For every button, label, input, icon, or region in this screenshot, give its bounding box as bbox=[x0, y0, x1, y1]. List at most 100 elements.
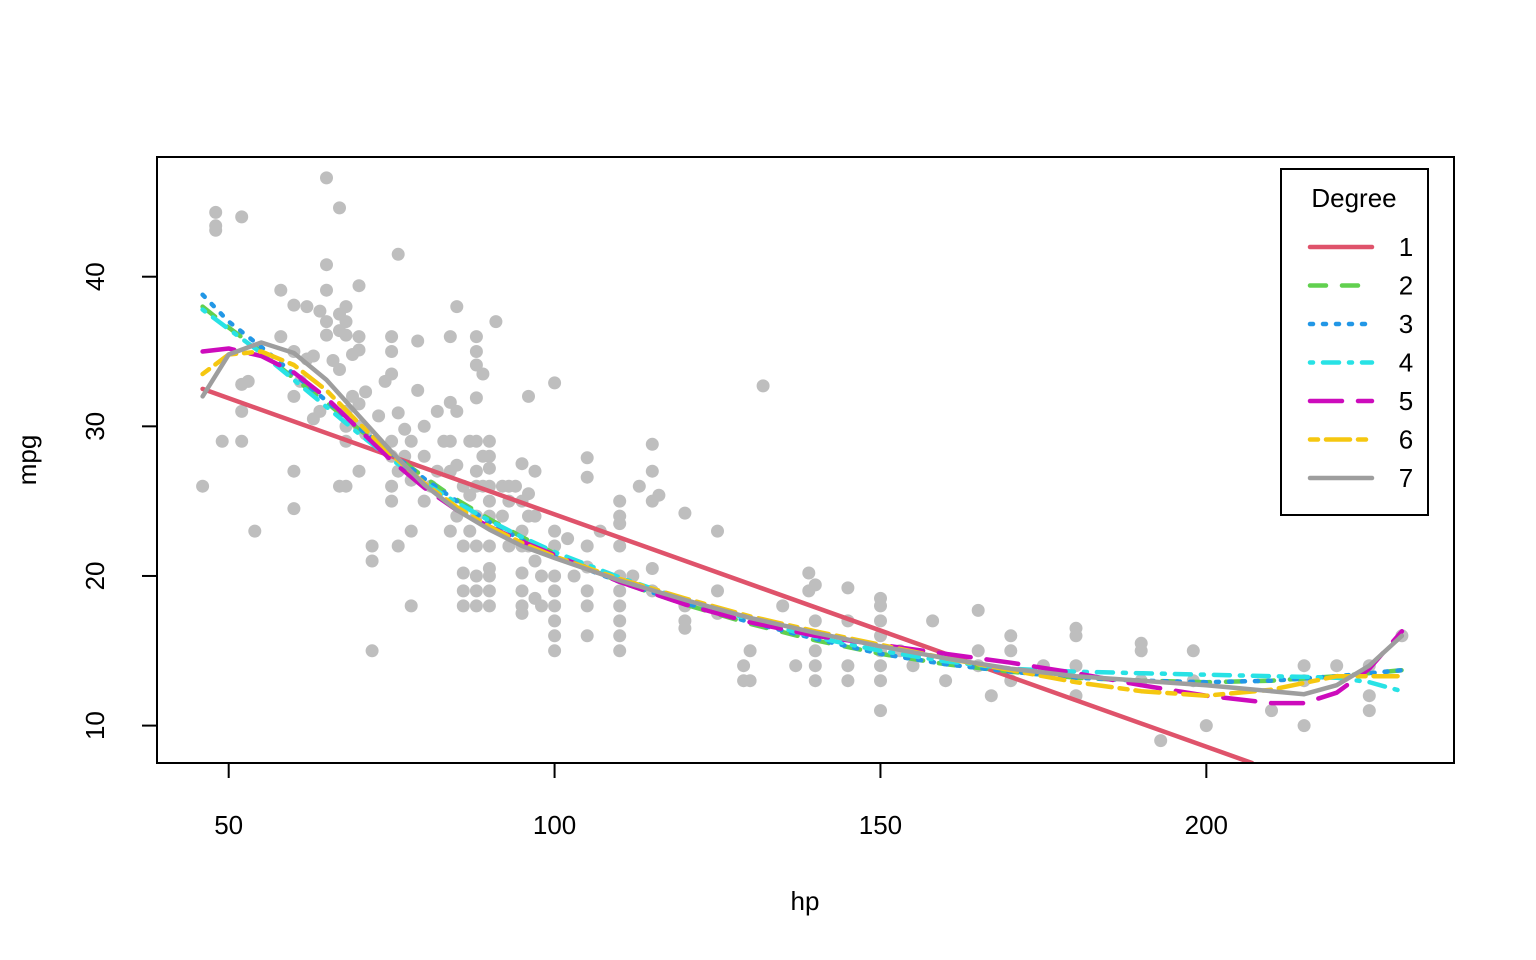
data-point bbox=[808, 674, 822, 688]
fit-curve-degree-5 bbox=[200, 346, 1405, 706]
x-axis: 50 100 150 200 bbox=[214, 762, 1228, 840]
data-point bbox=[469, 358, 483, 372]
legend-label: 5 bbox=[1399, 386, 1413, 416]
data-point bbox=[711, 584, 724, 598]
data-point bbox=[509, 479, 522, 493]
data-point bbox=[841, 659, 855, 673]
data-point bbox=[711, 524, 724, 538]
data-point bbox=[469, 464, 483, 478]
data-point bbox=[737, 659, 751, 673]
data-point bbox=[274, 283, 288, 297]
data-point bbox=[411, 383, 425, 397]
data-point bbox=[209, 219, 223, 233]
data-point bbox=[548, 629, 562, 643]
data-point bbox=[463, 524, 477, 538]
legend-entry-3: 3 bbox=[1307, 309, 1413, 339]
data-point bbox=[580, 584, 594, 598]
data-point bbox=[463, 488, 477, 502]
data-point bbox=[1199, 719, 1213, 733]
data-point bbox=[417, 449, 431, 463]
data-point bbox=[300, 300, 314, 314]
data-point bbox=[971, 644, 985, 658]
data-point bbox=[482, 461, 496, 475]
data-point bbox=[320, 171, 333, 185]
data-point bbox=[469, 391, 483, 405]
data-point bbox=[391, 247, 405, 261]
data-point bbox=[535, 599, 548, 613]
x-tick-label: 150 bbox=[859, 810, 902, 840]
fit-curve-degree-3 bbox=[200, 292, 1405, 685]
data-point bbox=[333, 363, 346, 376]
data-point bbox=[1297, 659, 1311, 673]
data-point bbox=[320, 258, 333, 272]
data-point bbox=[391, 406, 405, 420]
data-point bbox=[874, 704, 887, 718]
data-point bbox=[489, 315, 503, 329]
legend: Degree 1 2 3 4 5 6 7 bbox=[1280, 168, 1429, 516]
data-point bbox=[320, 283, 333, 297]
data-point bbox=[287, 464, 301, 478]
data-point bbox=[352, 330, 366, 344]
data-point bbox=[1069, 629, 1083, 643]
data-point bbox=[1069, 659, 1083, 673]
data-point bbox=[320, 328, 333, 342]
legend-label: 2 bbox=[1399, 271, 1413, 301]
data-point bbox=[548, 569, 562, 583]
data-point bbox=[385, 330, 399, 344]
data-point bbox=[352, 397, 366, 411]
legend-label: 3 bbox=[1399, 309, 1413, 339]
data-point bbox=[450, 458, 464, 472]
data-point bbox=[567, 569, 581, 583]
y-tick-label: 10 bbox=[80, 711, 110, 740]
data-point bbox=[776, 599, 790, 613]
fit-curve-degree-2 bbox=[200, 304, 1405, 685]
data-point bbox=[1004, 629, 1018, 643]
data-point bbox=[548, 539, 562, 553]
data-point bbox=[841, 674, 855, 688]
data-point bbox=[469, 434, 483, 448]
data-point bbox=[385, 367, 399, 381]
x-tick-label: 100 bbox=[533, 810, 576, 840]
data-point bbox=[1297, 719, 1311, 733]
data-point bbox=[359, 385, 373, 399]
data-point bbox=[1362, 704, 1376, 718]
data-point bbox=[613, 599, 627, 613]
data-point bbox=[235, 404, 249, 418]
data-point bbox=[515, 584, 529, 598]
data-point bbox=[482, 449, 496, 463]
data-point bbox=[939, 674, 953, 688]
data-point bbox=[417, 419, 431, 433]
data-point bbox=[456, 566, 470, 580]
data-point bbox=[1265, 704, 1278, 718]
data-point bbox=[469, 569, 483, 583]
x-axis-title: hp bbox=[791, 886, 820, 916]
data-point bbox=[385, 479, 399, 493]
data-point bbox=[287, 502, 301, 516]
data-point bbox=[482, 584, 496, 598]
data-point bbox=[548, 524, 562, 538]
data-point bbox=[808, 578, 822, 592]
legend-title: Degree bbox=[1311, 183, 1396, 213]
data-point bbox=[404, 599, 418, 613]
data-point bbox=[274, 330, 288, 344]
data-point bbox=[535, 569, 548, 583]
data-point bbox=[528, 554, 542, 568]
data-point bbox=[313, 404, 327, 418]
data-point bbox=[632, 479, 646, 493]
data-point bbox=[1004, 644, 1018, 658]
fitted-curves bbox=[200, 292, 1405, 763]
data-point bbox=[548, 614, 562, 628]
data-point bbox=[971, 603, 985, 617]
data-point bbox=[743, 674, 757, 688]
data-point bbox=[841, 581, 855, 595]
data-point bbox=[469, 330, 483, 344]
legend-entries: 1 2 3 4 5 6 7 bbox=[1307, 232, 1413, 493]
data-point bbox=[482, 494, 496, 508]
data-point bbox=[528, 464, 542, 478]
data-point bbox=[613, 629, 627, 643]
data-point bbox=[580, 451, 594, 465]
fit-curve-degree-7 bbox=[200, 340, 1405, 697]
data-point bbox=[522, 389, 535, 403]
data-point bbox=[743, 644, 757, 658]
